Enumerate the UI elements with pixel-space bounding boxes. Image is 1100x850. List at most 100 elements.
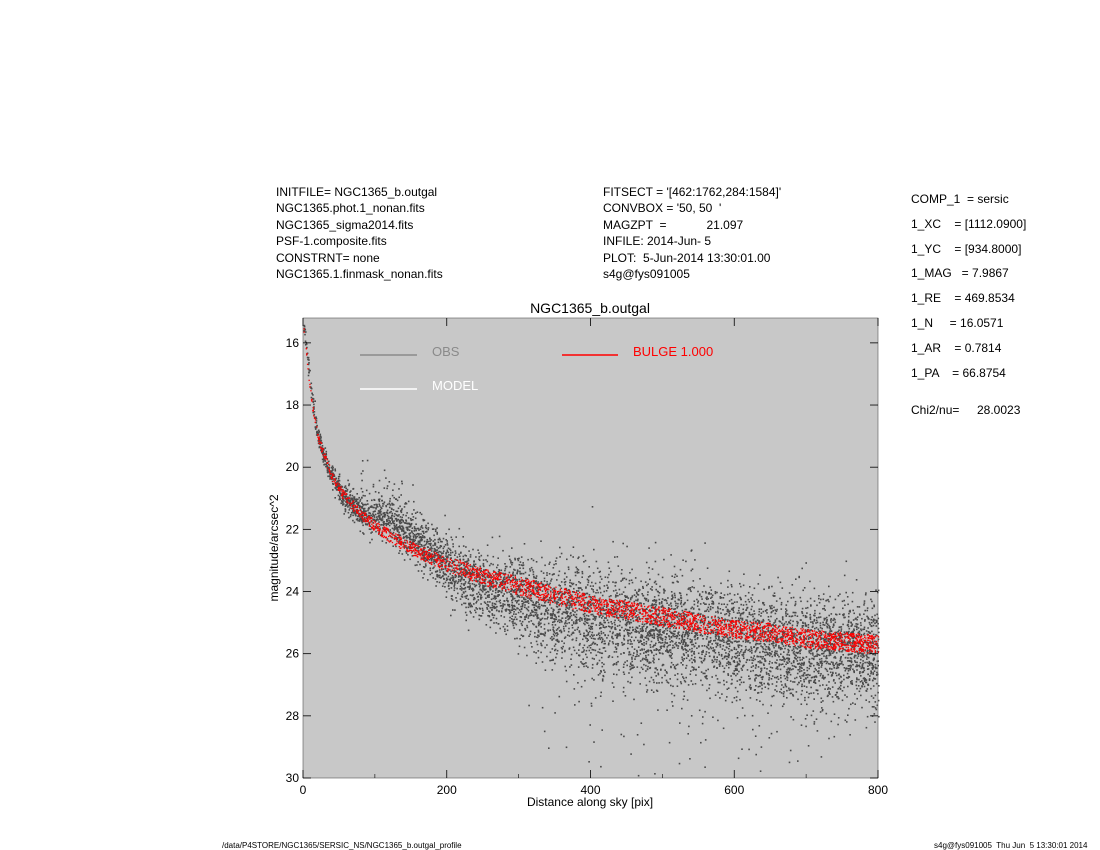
obs-point bbox=[614, 611, 617, 614]
obs-point bbox=[757, 675, 760, 677]
obs-point bbox=[606, 637, 608, 639]
obs-point bbox=[859, 622, 862, 624]
obs-point bbox=[814, 612, 816, 615]
obs-point bbox=[395, 517, 398, 520]
obs-point bbox=[380, 506, 382, 509]
obs-point bbox=[838, 637, 840, 640]
obs-point bbox=[802, 621, 804, 624]
obs-point bbox=[675, 614, 677, 617]
obs-point bbox=[683, 679, 686, 682]
obs-point bbox=[412, 535, 415, 537]
obs-point bbox=[447, 556, 449, 559]
obs-point bbox=[847, 660, 849, 662]
obs-point bbox=[701, 653, 703, 656]
obs-point bbox=[750, 608, 753, 611]
obs-point bbox=[831, 668, 833, 670]
obs-point bbox=[357, 504, 360, 507]
obs-point bbox=[625, 624, 628, 627]
obs-point bbox=[685, 667, 687, 669]
obs-point bbox=[829, 667, 831, 670]
obs-point bbox=[614, 585, 617, 587]
obs-point bbox=[744, 649, 747, 652]
obs-point bbox=[403, 506, 406, 508]
obs-point bbox=[817, 628, 820, 631]
obs-point bbox=[760, 691, 763, 693]
obs-point bbox=[621, 641, 623, 644]
obs-point bbox=[328, 463, 330, 466]
obs-point bbox=[558, 611, 560, 613]
obs-point bbox=[826, 620, 828, 622]
obs-point bbox=[583, 622, 585, 625]
obs-point bbox=[565, 746, 568, 749]
obs-point bbox=[557, 608, 560, 611]
obs-point bbox=[862, 671, 864, 673]
obs-point bbox=[422, 566, 425, 568]
obs-point bbox=[531, 610, 534, 613]
obs-point bbox=[514, 608, 517, 611]
obs-point bbox=[723, 667, 726, 670]
obs-point bbox=[617, 619, 620, 621]
obs-point bbox=[799, 680, 802, 682]
obs-point bbox=[692, 643, 695, 646]
obs-point bbox=[569, 597, 571, 599]
obs-point bbox=[455, 559, 458, 561]
obs-point bbox=[643, 623, 646, 626]
obs-point bbox=[414, 539, 416, 541]
obs-point bbox=[556, 606, 559, 608]
obs-point bbox=[486, 590, 489, 593]
obs-point bbox=[638, 588, 640, 591]
obs-point bbox=[467, 559, 470, 562]
obs-point bbox=[515, 591, 518, 593]
obs-point bbox=[793, 656, 796, 659]
obs-point bbox=[731, 585, 733, 588]
obs-point bbox=[740, 676, 743, 679]
obs-point bbox=[800, 662, 803, 664]
obs-point bbox=[544, 587, 546, 589]
obs-point bbox=[604, 576, 607, 578]
obs-point bbox=[339, 484, 341, 486]
obs-point bbox=[427, 522, 429, 525]
obs-point bbox=[833, 713, 836, 715]
obs-point bbox=[865, 726, 868, 729]
obs-point bbox=[555, 629, 558, 631]
obs-point bbox=[860, 652, 862, 655]
obs-point bbox=[780, 688, 782, 691]
obs-point bbox=[856, 628, 858, 631]
obs-point bbox=[818, 654, 821, 656]
obs-point bbox=[823, 605, 826, 607]
obs-point bbox=[462, 588, 465, 590]
obs-point bbox=[640, 640, 642, 643]
header-fitsect: FITSECT = '[462:1762,284:1584]' bbox=[603, 185, 782, 199]
obs-point bbox=[564, 580, 567, 583]
obs-point bbox=[647, 650, 649, 653]
obs-point bbox=[442, 547, 445, 550]
obs-point bbox=[441, 585, 444, 587]
obs-point bbox=[650, 604, 652, 607]
obs-point bbox=[719, 663, 722, 665]
obs-point bbox=[372, 485, 375, 488]
obs-point bbox=[671, 607, 673, 610]
obs-point bbox=[304, 344, 307, 346]
obs-point bbox=[640, 722, 643, 724]
obs-point bbox=[577, 593, 579, 595]
obs-point bbox=[847, 670, 850, 672]
obs-point bbox=[820, 648, 823, 650]
obs-point bbox=[868, 621, 871, 624]
obs-point bbox=[740, 585, 742, 588]
obs-point bbox=[790, 692, 793, 695]
obs-point bbox=[535, 652, 537, 654]
obs-point bbox=[651, 634, 654, 637]
obs-point bbox=[636, 655, 638, 657]
obs-point bbox=[629, 643, 632, 645]
obs-point bbox=[807, 638, 810, 640]
obs-point bbox=[594, 697, 597, 699]
obs-point bbox=[502, 549, 504, 552]
obs-point bbox=[584, 607, 586, 610]
obs-point bbox=[572, 546, 575, 548]
obs-point bbox=[655, 604, 658, 606]
obs-point bbox=[672, 632, 675, 635]
obs-point bbox=[661, 600, 663, 603]
obs-point bbox=[542, 633, 544, 635]
obs-point bbox=[767, 619, 770, 621]
obs-point bbox=[419, 536, 422, 538]
